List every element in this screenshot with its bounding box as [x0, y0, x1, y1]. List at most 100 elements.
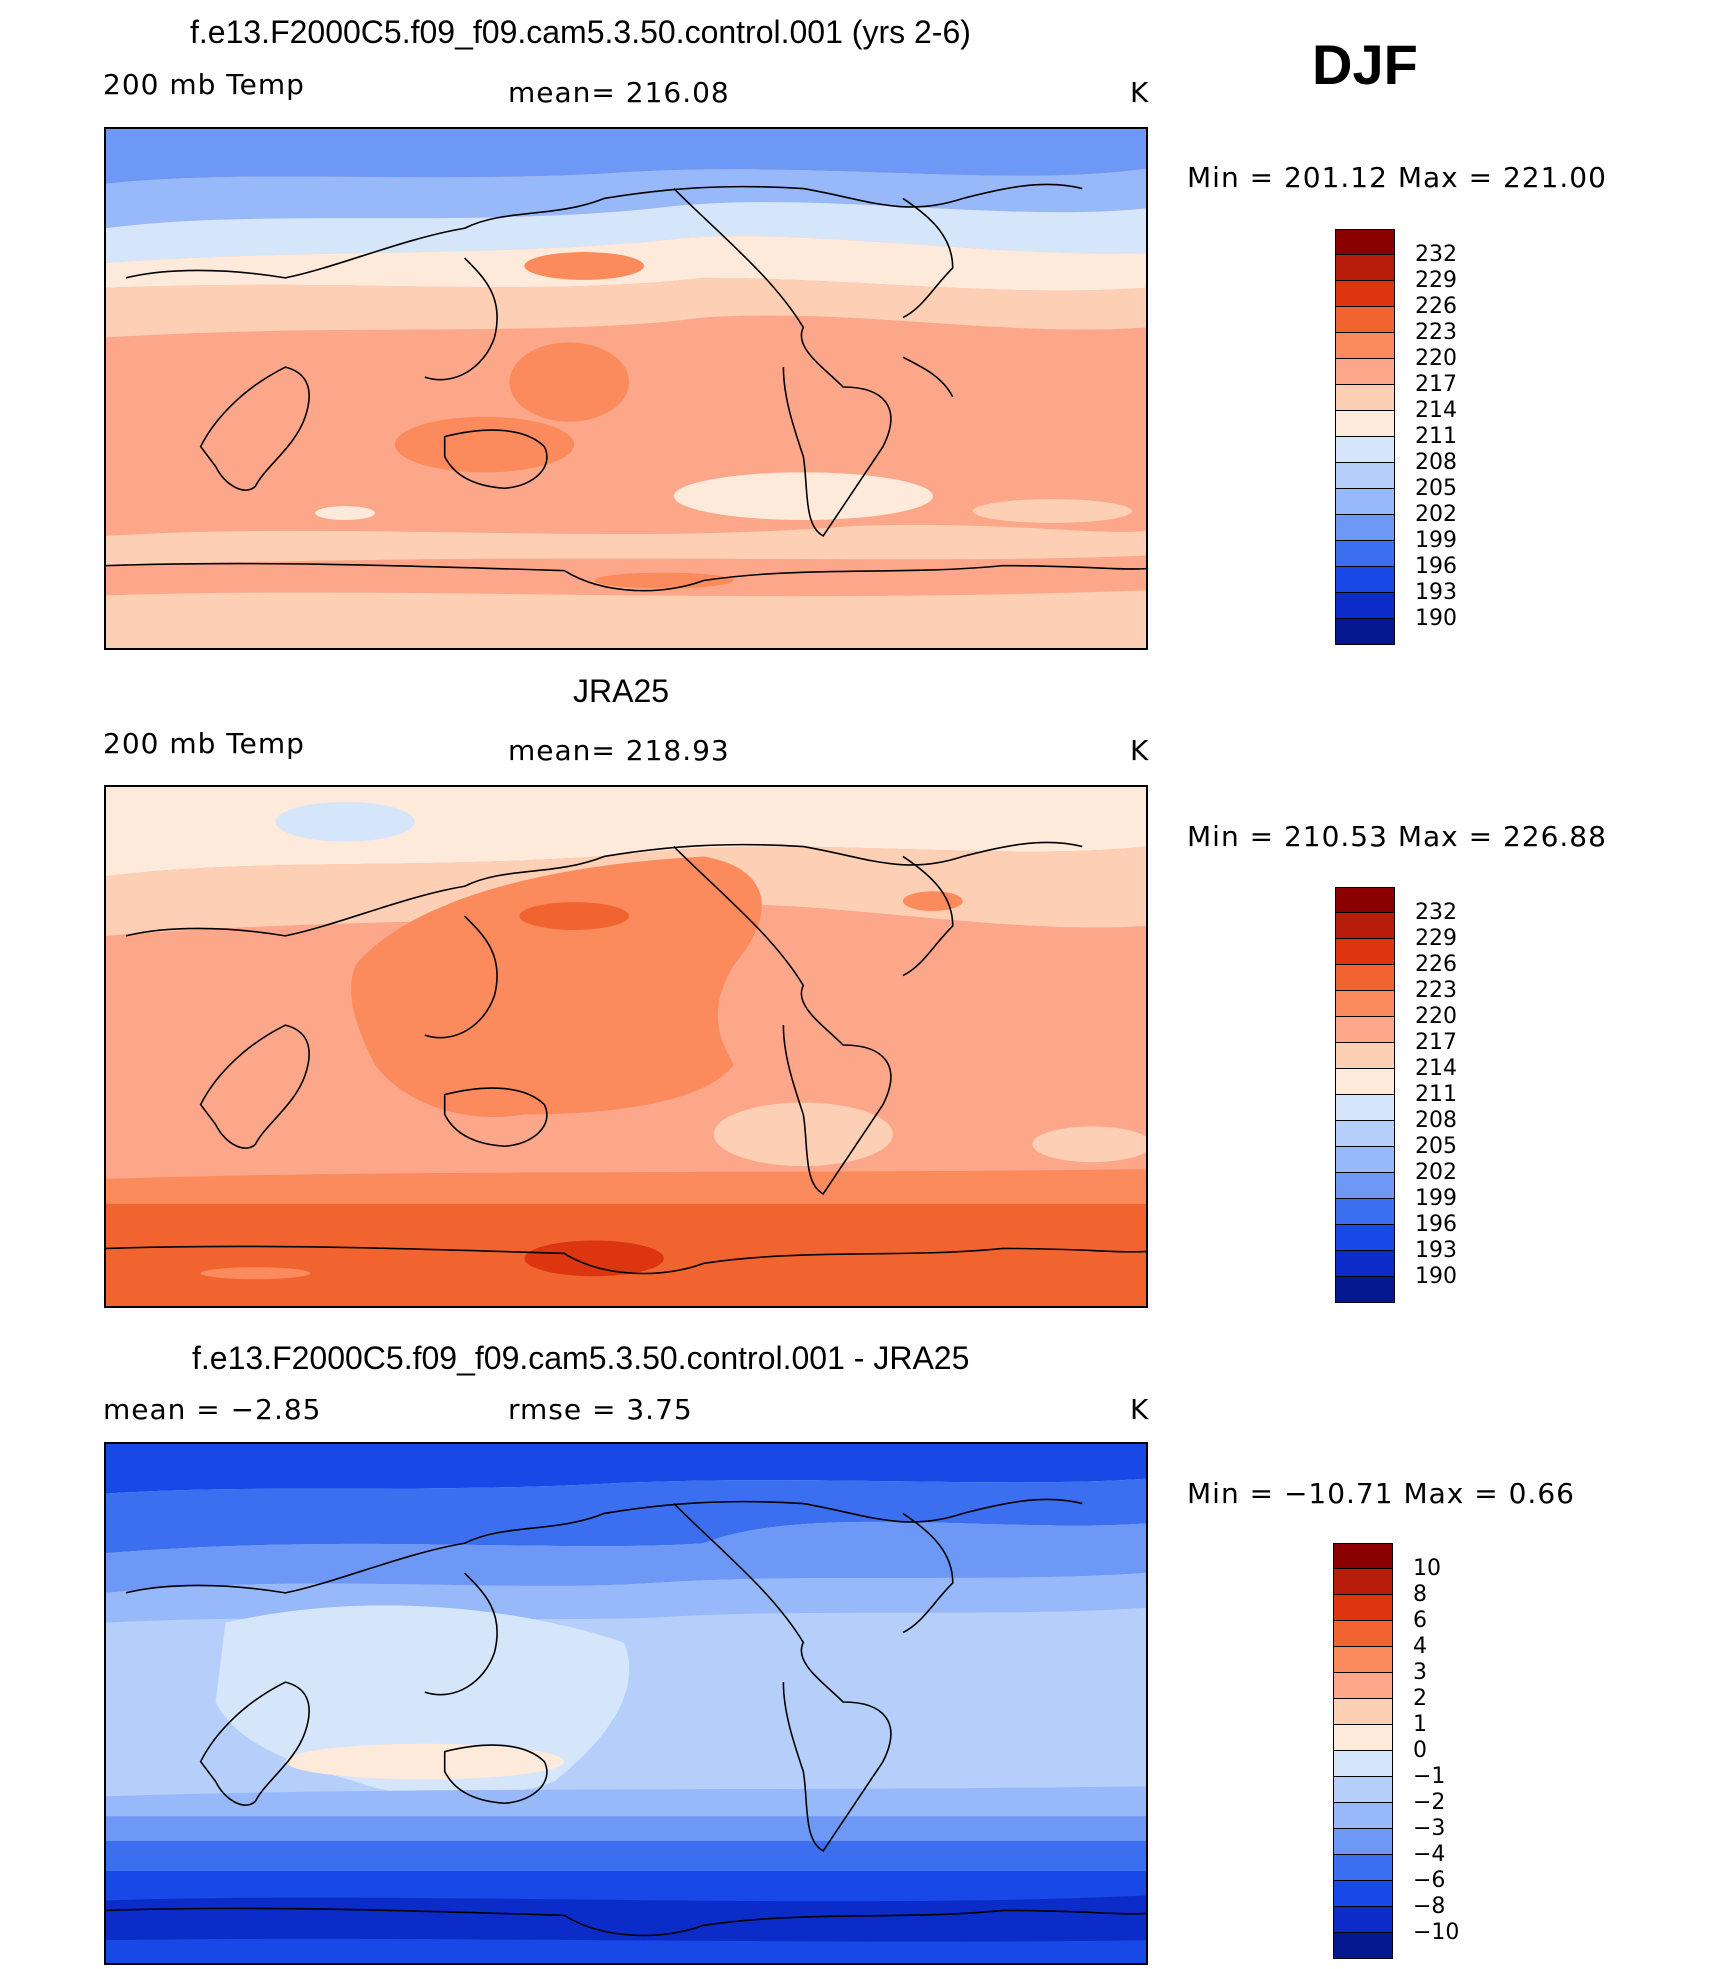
- panel-title-diff: f.e13.F2000C5.f09_f09.cam5.3.50.control.…: [192, 1340, 970, 1376]
- colorbar-swatch: [1335, 619, 1395, 645]
- colorbar-swatch: [1333, 1751, 1393, 1777]
- colorbar-tick-label: 6: [1413, 1608, 1427, 1633]
- minmax-label-model: Min = 201.12 Max = 221.00: [1187, 161, 1607, 194]
- colorbar-swatch: [1335, 1017, 1395, 1043]
- colorbar-tick-label: 193: [1415, 580, 1457, 605]
- band-north-3: [106, 202, 1146, 263]
- warm-blob-south: [594, 572, 734, 589]
- colorbar-tick-label: 0: [1413, 1738, 1427, 1763]
- colorbar-swatch: [1335, 1069, 1395, 1095]
- mean-label-diff: mean = −2.85: [103, 1393, 322, 1426]
- colorbar-tick-label: 199: [1415, 528, 1457, 553]
- colorbar-swatch: [1335, 1043, 1395, 1069]
- colorbar-tick-label: 220: [1415, 346, 1457, 371]
- variable-label-model: 200 mb Temp: [103, 68, 305, 101]
- colorbar-tick-label: 202: [1415, 1160, 1457, 1185]
- colorbar-swatch: [1335, 333, 1395, 359]
- contour-map-diff: [104, 1442, 1148, 1965]
- minmax-label-diff: Min = −10.71 Max = 0.66: [1187, 1477, 1575, 1510]
- band-south-1: [106, 524, 1146, 566]
- units-label-diff: K: [1130, 1393, 1150, 1426]
- warm-blob-indian-ocean: [285, 1743, 565, 1780]
- warm-region-pacific: [351, 856, 762, 1118]
- variable-label-obs: 200 mb Temp: [103, 727, 305, 760]
- band-south-1: [106, 1786, 1146, 1817]
- colorbar-tick-label: 4: [1413, 1634, 1427, 1659]
- warm-blob-antarctic: [524, 1240, 664, 1277]
- colorbar-tick-label: 2: [1413, 1686, 1427, 1711]
- warm-blob-west-pacific: [524, 252, 644, 280]
- colorbar-tick-label: −10: [1413, 1920, 1460, 1945]
- colorbar-swatch: [1335, 991, 1395, 1017]
- colorbar-tick-label: 1: [1413, 1712, 1427, 1737]
- rmse-label-diff: rmse = 3.75: [508, 1393, 693, 1426]
- colorbar-swatch: [1335, 463, 1395, 489]
- colorbar-tick-label: 220: [1415, 1004, 1457, 1029]
- units-label-model: K: [1130, 76, 1150, 109]
- colorbar-tick-label: 8: [1413, 1582, 1427, 1607]
- colorbar-model: 232 229 226 223 220 217 214 211 208 205 202 199 196 1…: [1335, 229, 1457, 645]
- units-label-obs: K: [1130, 734, 1150, 767]
- season-label: DJF: [1312, 33, 1418, 96]
- colorbar-swatch: [1335, 411, 1395, 437]
- colorbar-tick-label: 10: [1413, 1556, 1441, 1581]
- colorbar-swatch: [1333, 1881, 1393, 1907]
- band-north-2: [106, 1478, 1146, 1554]
- colorbar-tick-label: −4: [1413, 1842, 1446, 1867]
- colorbar-swatch: [1335, 307, 1395, 333]
- colorbar-swatch: [1333, 1621, 1393, 1647]
- colorbar-swatch: [1335, 541, 1395, 567]
- colorbar-swatch: [1335, 359, 1395, 385]
- panel-title-model: f.e13.F2000C5.f09_f09.cam5.3.50.control.…: [190, 14, 971, 50]
- colorbar-tick-label: 211: [1415, 1082, 1457, 1107]
- colorbar-swatch: [1335, 939, 1395, 965]
- band-south-5: [106, 1895, 1146, 1942]
- colorbar-diff: 10 8 6 4 3 2 1 0 −1 −2 −3 −4 −6 −8 −10: [1333, 1543, 1459, 1959]
- colorbar-tick-label: 208: [1415, 450, 1457, 475]
- colorbar-swatch: [1333, 1673, 1393, 1699]
- colorbar-swatch: [1335, 515, 1395, 541]
- warm-blob-japan: [519, 902, 629, 930]
- mean-label-model: mean= 216.08: [508, 76, 730, 109]
- colorbar-tick-label: 193: [1415, 1238, 1457, 1263]
- colorbar-tick-label: 3: [1413, 1660, 1427, 1685]
- band-north-2: [106, 168, 1146, 229]
- polar-band-north: [106, 129, 1146, 184]
- band-south-3: [106, 1840, 1146, 1871]
- colorbar-tick-label: 223: [1415, 320, 1457, 345]
- colorbar-tick-label: 202: [1415, 502, 1457, 527]
- colorbar-tick-label: 190: [1415, 1264, 1457, 1289]
- cool-blob-atlantic: [972, 499, 1133, 523]
- colorbar-tick-label: 232: [1415, 900, 1457, 925]
- minmax-label-obs: Min = 210.53 Max = 226.88: [1187, 820, 1607, 853]
- colorbar-tick-label: −8: [1413, 1894, 1446, 1919]
- colorbar-tick-label: 223: [1415, 978, 1457, 1003]
- band-south-1: [106, 1169, 1146, 1204]
- colorbar-swatch: [1335, 1251, 1395, 1277]
- colorbar-swatch: [1333, 1855, 1393, 1881]
- colorbar-swatch: [1333, 1803, 1393, 1829]
- cool-blob-north: [275, 801, 415, 842]
- cool-blob-antarctic: [200, 1267, 311, 1280]
- colorbar-swatch: [1335, 281, 1395, 307]
- colorbar-swatch: [1335, 567, 1395, 593]
- colorbar-tick-label: 217: [1415, 372, 1457, 397]
- colorbar-tick-label: 226: [1415, 952, 1457, 977]
- colorbar-obs: 232 229 226 223 220 217 214 211 208 205 202 199 196 1…: [1335, 887, 1457, 1303]
- colorbar-swatch: [1335, 1173, 1395, 1199]
- colorbar-swatch: [1335, 437, 1395, 463]
- colorbar-tick-label: 214: [1415, 1056, 1457, 1081]
- colorbar-swatch: [1333, 1647, 1393, 1673]
- colorbar-tick-label: 208: [1415, 1108, 1457, 1133]
- colorbar-swatch: [1335, 887, 1395, 913]
- colorbar-swatch: [1335, 1225, 1395, 1251]
- colorbar-swatch: [1333, 1907, 1393, 1933]
- colorbar-swatch: [1333, 1543, 1393, 1569]
- colorbar-swatch: [1333, 1595, 1393, 1621]
- warm-blob-australia: [394, 416, 575, 473]
- colorbar-tick-label: 232: [1415, 242, 1457, 267]
- polar-band-north: [106, 1444, 1146, 1494]
- colorbar-swatch: [1333, 1933, 1393, 1959]
- colorbar-swatch: [1335, 1095, 1395, 1121]
- cool-blob-east-pacific: [713, 1102, 893, 1167]
